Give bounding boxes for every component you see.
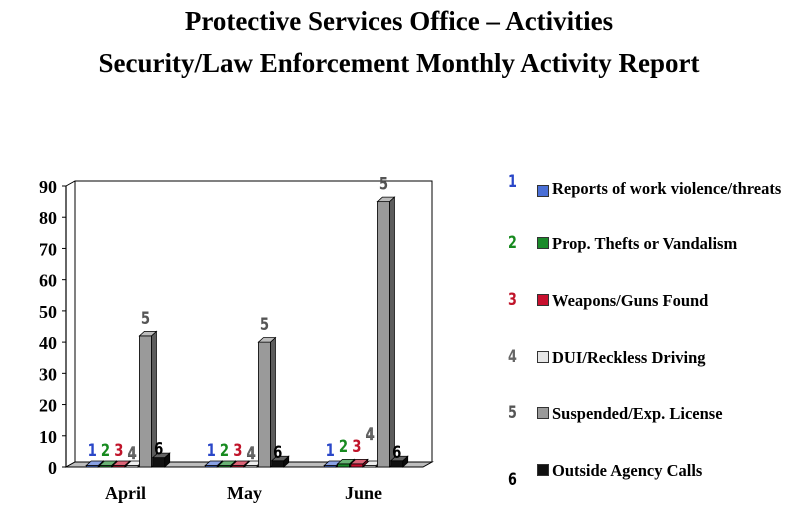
bar-marker-label: 6 xyxy=(154,439,163,459)
y-tick-label: 40 xyxy=(39,333,57,353)
x-tick-label: April xyxy=(105,483,146,503)
bar-marker-label: 6 xyxy=(392,442,401,462)
legend-marker-number: 5 xyxy=(508,403,517,423)
y-tick-label: 70 xyxy=(39,239,57,259)
legend-marker-number: 4 xyxy=(508,347,517,367)
x-tick-label: June xyxy=(345,483,382,503)
bar-may-series-6 xyxy=(270,455,290,468)
legend-label: DUI/Reckless Driving xyxy=(552,348,706,367)
legend-swatch xyxy=(537,185,549,197)
bar-marker-label: 4 xyxy=(247,443,256,463)
chart-legend: 1 Reports of work violence/threats 2 Prop. … xyxy=(498,0,798,510)
bar-marker-label: 1 xyxy=(88,440,97,460)
legend-label: Weapons/Guns Found xyxy=(552,291,709,310)
legend-label: Outside Agency Calls xyxy=(552,461,703,480)
legend-label: Reports of work violence/threats xyxy=(552,179,782,198)
y-tick-label: 0 xyxy=(48,458,57,478)
legend-swatch xyxy=(537,237,549,249)
bar-marker-label: 4 xyxy=(128,443,137,463)
legend-label: Suspended/Exp. License xyxy=(552,404,723,423)
legend-swatch xyxy=(537,294,549,306)
y-tick-label: 90 xyxy=(39,177,57,197)
bar-june-series-5 xyxy=(376,196,396,468)
legend-marker-number: 2 xyxy=(508,233,517,253)
bar-april-series-1 xyxy=(85,460,105,468)
y-tick-label: 10 xyxy=(39,427,57,447)
bar-marker-label: 1 xyxy=(207,440,216,460)
bar-marker-label: 3 xyxy=(114,440,123,460)
bar-april-series-6 xyxy=(151,452,171,468)
legend-swatch xyxy=(537,407,549,419)
bar-june-series-6 xyxy=(389,455,409,468)
legend-marker-number: 1 xyxy=(508,172,517,192)
bar-marker-label: 3 xyxy=(233,440,242,460)
y-tick-label: 20 xyxy=(39,396,57,416)
bar-marker-label: 5 xyxy=(379,174,388,194)
legend-marker-number: 6 xyxy=(508,470,517,490)
y-tick-label: 80 xyxy=(39,208,57,228)
bar-june-series-4 xyxy=(363,460,383,468)
bar-marker-label: 5 xyxy=(141,308,150,328)
bar-marker-label: 1 xyxy=(326,440,335,460)
y-tick-label: 30 xyxy=(39,364,57,384)
bar-marker-label: 3 xyxy=(352,436,361,456)
x-tick-label: May xyxy=(227,483,262,503)
bar-may-series-1 xyxy=(204,460,224,468)
bar-marker-label: 2 xyxy=(101,440,110,460)
chart-title-line1: Protective Services Office – Activities xyxy=(184,6,614,36)
legend-marker-number: 3 xyxy=(508,290,517,310)
bar-may-series-5 xyxy=(257,336,277,468)
bar-marker-label: 2 xyxy=(339,436,348,456)
y-tick-label: 50 xyxy=(39,302,57,322)
legend-label: Prop. Thefts or Vandalism xyxy=(552,234,738,253)
bar-april-series-5 xyxy=(138,330,158,468)
bar-marker-label: 5 xyxy=(260,314,269,334)
bar-marker-label: 2 xyxy=(220,440,229,460)
legend-swatch xyxy=(537,351,549,363)
chart-title-line2: Security/Law Enforcement Monthly Activit… xyxy=(98,48,700,78)
bar-marker-label: 4 xyxy=(366,424,375,444)
bar-marker-label: 6 xyxy=(273,442,282,462)
y-tick-label: 60 xyxy=(39,271,57,291)
legend-swatch xyxy=(537,464,549,476)
